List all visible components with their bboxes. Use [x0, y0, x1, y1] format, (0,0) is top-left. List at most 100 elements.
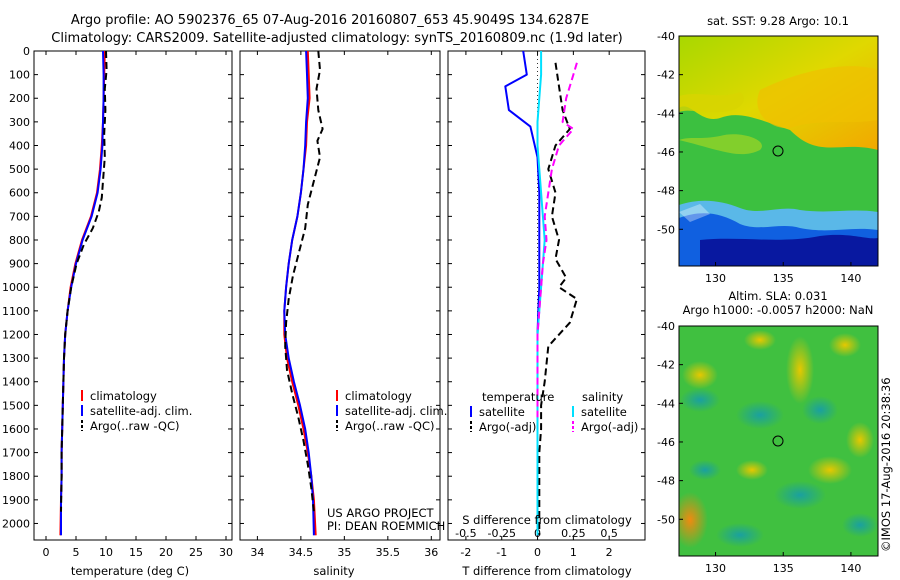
difference-xtick-label: -2	[460, 546, 471, 559]
sst-map-frame	[678, 35, 879, 267]
salinity-xtick-label: 36	[424, 546, 438, 559]
temperature-series-1	[60, 50, 105, 536]
legend-header-salinity: salinity	[582, 390, 623, 404]
depth-tick-label: 1600	[2, 423, 30, 436]
legend-label: satellite	[581, 405, 627, 419]
map-ytick-label: -44	[657, 107, 675, 120]
temperature-xtick-label: 30	[219, 546, 233, 559]
sst-map-image	[679, 36, 878, 266]
sla-map-title-1: Altim. SLA: 0.031	[728, 289, 827, 303]
temperature-xtick-label: 25	[189, 546, 203, 559]
depth-tick-label: 400	[9, 139, 30, 152]
title-line-2: Climatology: CARS2009. Satellite-adjuste…	[51, 31, 623, 46]
legend-label: climatology	[345, 389, 412, 403]
difference-x2tick-label: 0.5	[600, 527, 618, 540]
depth-tick-label: 500	[9, 163, 30, 176]
salinity-xtick-label: 34	[250, 546, 264, 559]
legend-label: Argo(-adj)	[479, 420, 536, 434]
title-line-1: Argo profile: AO 5902376_65 07-Aug-2016 …	[71, 13, 589, 28]
depth-tick-label: 1100	[2, 305, 30, 318]
depth-tick-label: 1000	[2, 281, 30, 294]
temperature-xtick-label: 20	[159, 546, 173, 559]
depth-tick-label: 1200	[2, 328, 30, 341]
depth-tick-label: 700	[9, 210, 30, 223]
depth-tick-label: 1900	[2, 494, 30, 507]
temperature-xtick-label: 0	[43, 546, 50, 559]
depth-tick-label: 0	[23, 45, 30, 58]
depth-tick-label: 1400	[2, 376, 30, 389]
depth-tick-label: 200	[9, 92, 30, 105]
map-ytick-label: -48	[657, 185, 675, 198]
salinity-panel: 34 34.5 35 35.5 36 climatologysatellite-adj. …	[239, 50, 447, 559]
sst-map-ticks: 130 135 140 -40 -42 -44 -46 -48 -50	[657, 30, 861, 285]
legend-label: satellite-adj. clim.	[90, 404, 192, 418]
map-ytick-label: -50	[657, 223, 675, 236]
salinity-xtick-label: 35.5	[376, 546, 401, 559]
map-ytick-label: -42	[657, 359, 675, 372]
salinity-xtick-label: 35	[337, 546, 351, 559]
temperature-xtick-label: 5	[73, 546, 80, 559]
legend-header-temperature: temperature	[482, 390, 554, 404]
temperature-series-0	[59, 50, 106, 536]
temperature-xtick-label: 15	[129, 546, 143, 559]
map-ytick-label: -44	[657, 397, 675, 410]
depth-tick-label: 1700	[2, 447, 30, 460]
temperature-xlabel: temperature (deg C)	[71, 564, 189, 578]
difference-frame	[447, 50, 646, 541]
depth-tick-label: 100	[9, 69, 30, 82]
temperature-panel: 0100200300400500600700800900100011001200…	[2, 45, 233, 559]
map-xtick-label: 135	[773, 562, 794, 575]
salinity-xtick-label: 34.5	[289, 546, 314, 559]
difference-series-0	[504, 50, 541, 536]
sst-map-title: sat. SST: 9.28 Argo: 10.1	[707, 14, 849, 28]
depth-tick-label: 800	[9, 234, 30, 247]
project-label: US ARGO PROJECT	[327, 506, 435, 520]
map-ytick-label: -40	[657, 320, 675, 333]
map-ytick-label: -48	[657, 475, 675, 488]
map-xtick-label: 140	[840, 562, 861, 575]
legend-label: climatology	[90, 389, 157, 403]
difference-xlabel: T difference from climatology	[461, 564, 632, 578]
depth-tick-label: 1500	[2, 399, 30, 412]
salinity-series-1	[283, 50, 315, 536]
depth-tick-label: 600	[9, 187, 30, 200]
sla-map-ticks: 130 135 140 -40 -42 -44 -46 -48 -50	[657, 320, 861, 575]
temperature-frame	[33, 50, 233, 541]
legend-label: Argo(-adj)	[581, 420, 638, 434]
depth-tick-label: 2000	[2, 517, 30, 530]
difference-x2tick-label: 0.25	[561, 527, 586, 540]
map-ytick-label: -46	[657, 436, 675, 449]
pi-label: PI: DEAN ROEMMICH	[327, 519, 445, 533]
difference-x2tick-label: -0.25	[487, 527, 515, 540]
sla-map-title-2: Argo h1000: -0.0057 h2000: NaN	[683, 303, 874, 317]
salinity-xlabel: salinity	[313, 564, 354, 578]
map-ytick-label: -40	[657, 30, 675, 43]
legend-label: satellite	[479, 405, 525, 419]
depth-tick-label: 1800	[2, 470, 30, 483]
difference-xtick-label: 1	[570, 546, 577, 559]
difference-x2tick-label: -0.5	[455, 527, 476, 540]
difference-series-3	[536, 62, 578, 418]
depth-tick-label: 900	[9, 258, 30, 271]
map-xtick-label: 140	[840, 272, 861, 285]
legend-label: satellite-adj. clim.	[345, 404, 447, 418]
difference-xtick-label: 2	[606, 546, 613, 559]
map-ytick-label: -46	[657, 146, 675, 159]
depth-tick-label: 300	[9, 116, 30, 129]
legend-label: Argo(..raw -QC)	[345, 419, 435, 433]
sla-map-frame	[678, 325, 879, 557]
difference-xtick-label: 0	[534, 546, 541, 559]
salinity-series-2	[284, 50, 324, 512]
temperature-xtick-label: 10	[99, 546, 113, 559]
map-ytick-label: -42	[657, 69, 675, 82]
map-xtick-label: 135	[773, 272, 794, 285]
depth-tick-label: 1300	[2, 352, 30, 365]
difference-x2label: S difference from climatology	[462, 513, 632, 527]
temperature-series-2	[60, 50, 108, 512]
sla-float-marker	[772, 435, 784, 447]
difference-series-1	[538, 62, 578, 536]
salinity-frame	[239, 50, 441, 541]
legend-label: Argo(..raw -QC)	[90, 419, 180, 433]
